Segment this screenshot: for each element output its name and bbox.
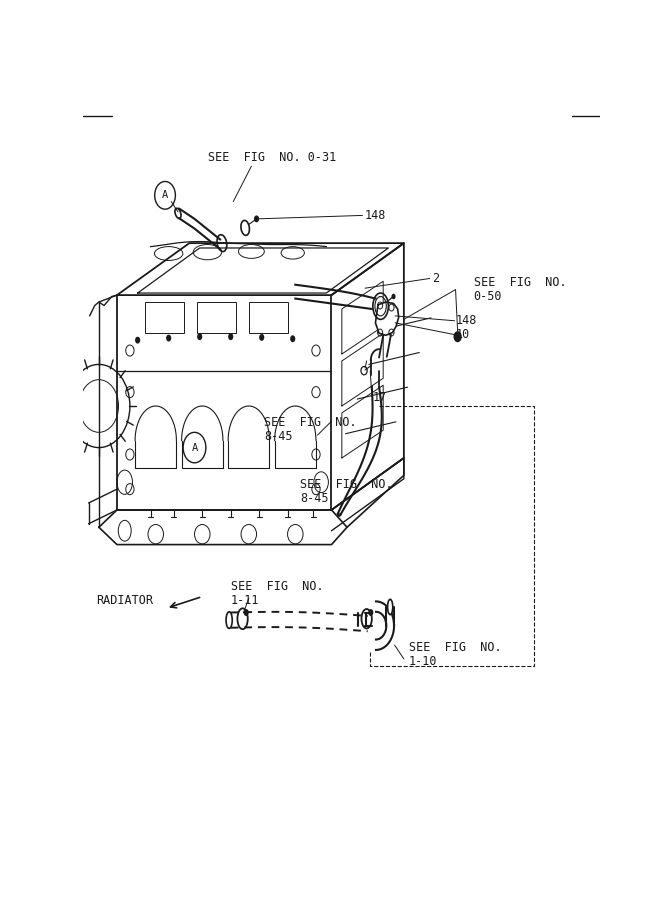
Text: 148: 148: [456, 314, 477, 328]
Circle shape: [228, 333, 233, 340]
Text: 8-45: 8-45: [301, 491, 329, 505]
Text: SEE  FIG  NO.: SEE FIG NO.: [474, 276, 566, 289]
Text: 1-11: 1-11: [231, 593, 259, 607]
Polygon shape: [376, 302, 399, 336]
Text: 17: 17: [373, 392, 387, 404]
Ellipse shape: [226, 612, 232, 628]
Circle shape: [197, 333, 202, 340]
Ellipse shape: [388, 599, 393, 615]
Circle shape: [254, 215, 259, 222]
Text: SEE  FIG  NO.: SEE FIG NO.: [264, 416, 357, 429]
Circle shape: [166, 335, 171, 341]
Text: 2: 2: [432, 272, 440, 285]
Circle shape: [368, 609, 374, 616]
Text: 0-50: 0-50: [474, 290, 502, 303]
Circle shape: [454, 331, 462, 342]
Text: SEE  FIG  NO. 0-31: SEE FIG NO. 0-31: [208, 151, 336, 165]
Text: SEE  FIG  NO.: SEE FIG NO.: [231, 580, 323, 593]
Text: SEE  FIG  NO.: SEE FIG NO.: [301, 478, 393, 491]
Circle shape: [135, 337, 140, 344]
Circle shape: [392, 293, 396, 300]
Text: A: A: [191, 443, 197, 453]
Text: 148: 148: [365, 209, 386, 222]
Circle shape: [259, 334, 264, 341]
Text: 8-45: 8-45: [264, 430, 293, 443]
Circle shape: [290, 336, 295, 342]
Circle shape: [243, 609, 249, 616]
Text: RADIATOR: RADIATOR: [96, 593, 153, 607]
Text: 10: 10: [456, 328, 470, 341]
Text: 1-10: 1-10: [409, 654, 438, 668]
Text: SEE  FIG  NO.: SEE FIG NO.: [409, 641, 502, 653]
Text: A: A: [162, 190, 168, 201]
